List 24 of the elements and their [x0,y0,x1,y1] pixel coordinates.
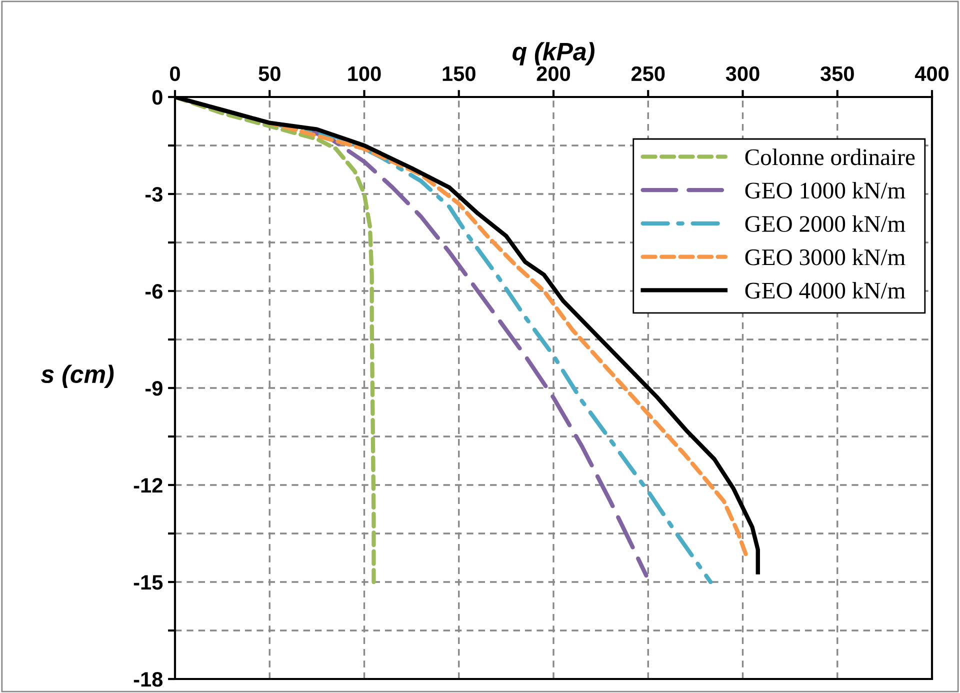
x-tick-label: 200 [536,66,570,82]
y-tick-label: -6 [145,284,162,299]
x-tick-label: 50 [258,66,280,82]
x-axis-title: q (kPa) [512,42,594,66]
y-tick-label: -9 [145,381,162,396]
y-tick-label: -12 [134,478,162,493]
legend-label: Colonne ordinaire [745,148,915,166]
x-tick-label: 150 [442,66,476,82]
x-tick-label: 250 [631,66,665,82]
x-tick-label: 0 [170,66,180,82]
legend-label: GEO 2000 kN/m [745,215,906,232]
y-tick-label: -18 [134,672,163,687]
y-axis-title: s (cm) [41,364,114,388]
legend-label: GEO 4000 kN/m [745,282,906,299]
x-tick-label: 300 [726,66,760,82]
x-tick-label: 400 [914,66,949,82]
y-tick-label: 0 [152,90,162,105]
legend-label: GEO 3000 kN/m [745,248,906,266]
line-series [175,97,376,584]
x-tick-label: 100 [348,66,381,82]
legend-label: GEO 1000 kN/m [745,182,906,199]
x-tick-label: 350 [820,66,854,82]
y-tick-label: -3 [145,187,162,202]
y-tick-label: -15 [134,575,163,590]
